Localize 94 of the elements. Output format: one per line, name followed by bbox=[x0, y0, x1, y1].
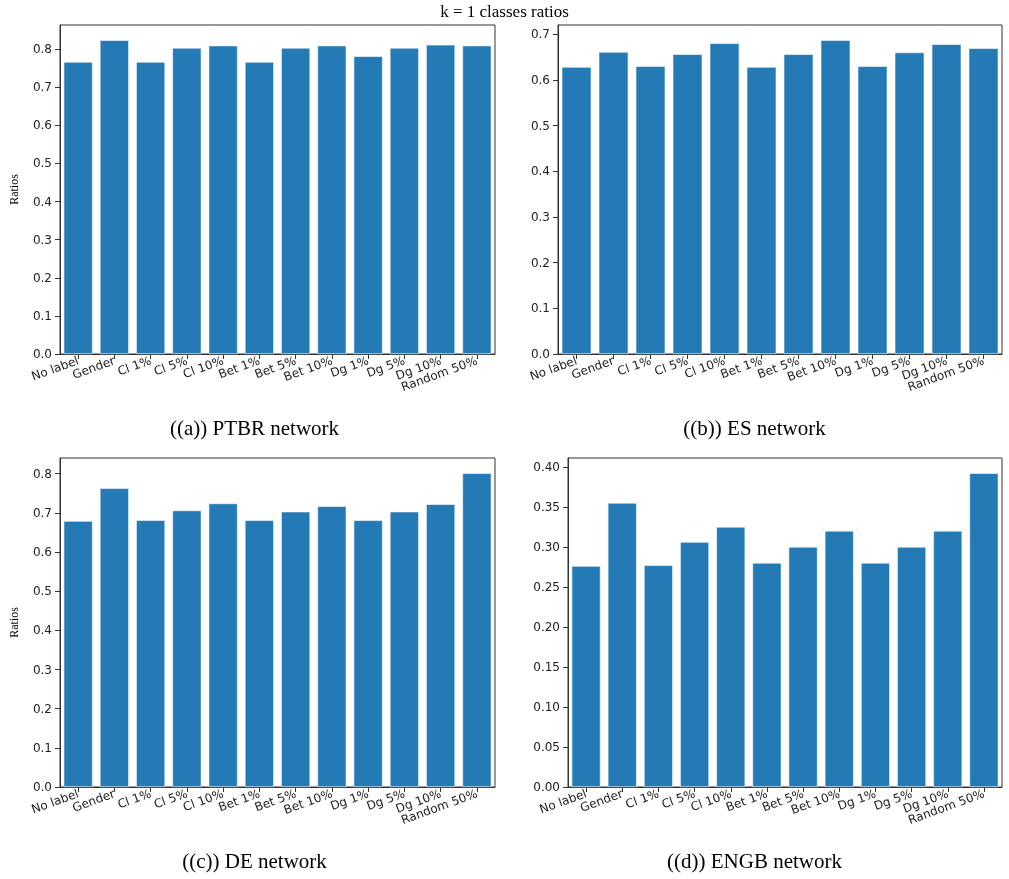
bar bbox=[598, 51, 629, 354]
x-tick-label: Cl 1% bbox=[615, 353, 653, 379]
bar bbox=[788, 546, 818, 787]
bar bbox=[244, 520, 274, 787]
bar bbox=[353, 520, 383, 787]
bar bbox=[561, 67, 592, 354]
y-tick-label: 0.8 bbox=[32, 466, 52, 481]
bar bbox=[462, 473, 492, 787]
bar bbox=[746, 67, 777, 354]
bar bbox=[172, 47, 202, 354]
y-tick-label: 0.05 bbox=[533, 739, 560, 754]
x-axis-title: ((d)) ENGB network bbox=[666, 849, 843, 874]
x-tick-label: Cl 1% bbox=[115, 786, 154, 812]
x-tick-label: Cl 1% bbox=[115, 353, 154, 379]
bar bbox=[136, 61, 166, 354]
bar bbox=[571, 566, 601, 787]
y-tick-label: 0.6 bbox=[530, 72, 550, 87]
bar bbox=[820, 40, 851, 354]
y-tick-label: 0.4 bbox=[530, 164, 550, 179]
bar bbox=[353, 56, 383, 354]
y-tick-label: 0.7 bbox=[32, 505, 52, 520]
y-tick-label: 0.20 bbox=[533, 619, 560, 634]
bar bbox=[752, 562, 782, 787]
y-tick-label: 0.5 bbox=[32, 156, 52, 171]
y-tick-label: 0.6 bbox=[32, 118, 52, 133]
bar bbox=[99, 488, 129, 787]
y-tick-label: 0.25 bbox=[533, 579, 560, 594]
bar bbox=[969, 473, 999, 787]
bar bbox=[208, 45, 238, 354]
bar bbox=[389, 47, 419, 354]
y-axis-title: Ratios bbox=[7, 173, 21, 205]
y-tick-label: 0.5 bbox=[530, 118, 550, 133]
bar bbox=[968, 48, 999, 354]
y-tick-label: 0.3 bbox=[530, 209, 550, 224]
bar bbox=[860, 562, 890, 787]
bar bbox=[317, 506, 347, 787]
bar bbox=[462, 45, 492, 354]
x-tick-label: Cl 1% bbox=[623, 786, 661, 812]
y-tick-label: 0.7 bbox=[530, 27, 550, 42]
bar bbox=[894, 52, 925, 354]
bar bbox=[244, 61, 274, 354]
x-axis-title: ((a)) PTBR network bbox=[168, 416, 341, 441]
bar bbox=[824, 530, 854, 787]
y-tick-label: 0.2 bbox=[530, 255, 550, 270]
bar bbox=[643, 565, 673, 787]
bar bbox=[783, 54, 814, 354]
bar bbox=[672, 54, 703, 354]
y-tick-label: 0.00 bbox=[533, 780, 560, 794]
bar bbox=[281, 511, 311, 787]
bar bbox=[426, 504, 456, 787]
y-tick-label: 0.5 bbox=[32, 584, 52, 599]
bar bbox=[635, 66, 666, 354]
bar bbox=[136, 520, 166, 787]
y-tick-label: 0.35 bbox=[533, 499, 560, 514]
bar bbox=[317, 45, 347, 354]
y-tick-label: 0.4 bbox=[32, 623, 52, 638]
bar bbox=[389, 511, 419, 787]
y-tick-label: 0.3 bbox=[32, 662, 52, 677]
y-axis-title: Ratios bbox=[7, 606, 21, 638]
x-axis-title: ((c)) DE network bbox=[181, 849, 328, 874]
bar bbox=[208, 503, 238, 787]
y-tick-label: 0.4 bbox=[32, 194, 52, 209]
y-tick-label: 0.6 bbox=[32, 545, 52, 559]
y-tick-label: 0.40 bbox=[533, 459, 560, 474]
bar bbox=[607, 502, 637, 787]
bar bbox=[680, 542, 710, 787]
y-tick-label: 0.15 bbox=[533, 659, 560, 674]
y-tick-label: 0.3 bbox=[32, 232, 52, 247]
bar bbox=[63, 61, 93, 354]
y-tick-label: 0.30 bbox=[533, 539, 560, 554]
y-tick-label: 0.0 bbox=[530, 347, 550, 361]
bar bbox=[63, 521, 93, 787]
y-tick-label: 0.0 bbox=[32, 347, 52, 361]
y-tick-label: 0.1 bbox=[32, 308, 52, 323]
y-tick-label: 0.2 bbox=[32, 701, 52, 716]
bar bbox=[281, 47, 311, 354]
bar bbox=[172, 510, 202, 787]
y-tick-label: 0.0 bbox=[32, 780, 52, 794]
y-tick-label: 0.1 bbox=[530, 301, 550, 316]
y-tick-label: 0.7 bbox=[32, 80, 52, 95]
bar bbox=[716, 526, 746, 787]
bar bbox=[426, 44, 456, 354]
bar bbox=[931, 44, 962, 354]
y-tick-label: 0.2 bbox=[32, 270, 52, 285]
y-tick-label: 0.8 bbox=[32, 42, 52, 57]
y-tick-label: 0.10 bbox=[533, 699, 560, 714]
bar bbox=[99, 40, 129, 354]
bar bbox=[709, 43, 740, 354]
chart-title: k = 1 classes ratios bbox=[439, 2, 570, 22]
bar bbox=[933, 530, 963, 787]
bar bbox=[857, 66, 888, 354]
x-axis-title: ((b)) ES network bbox=[682, 416, 827, 441]
bar bbox=[897, 546, 927, 787]
y-tick-label: 0.1 bbox=[32, 740, 52, 755]
